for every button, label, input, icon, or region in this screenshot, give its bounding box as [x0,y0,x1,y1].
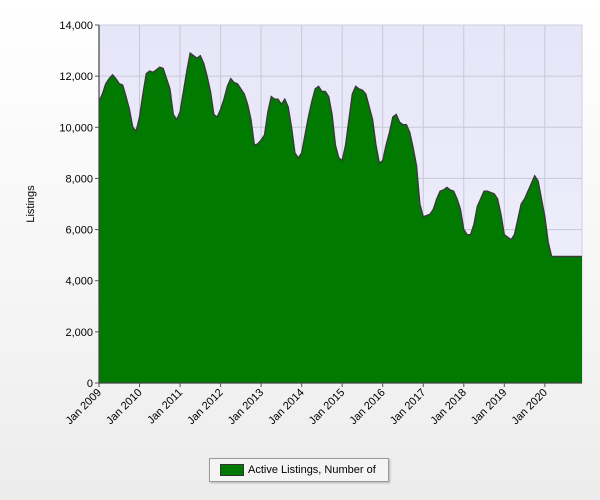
area-series-active-listings [99,53,582,383]
legend-label: Active Listings, Number of [248,464,376,476]
y-tick-label: 10,000 [59,122,93,134]
x-tick-label: Jan 2018 [428,387,468,427]
y-tick-label: 8,000 [65,173,93,185]
y-tick-label: 12,000 [59,71,93,83]
x-tick-label: Jan 2016 [347,387,387,427]
y-tick-label: 0 [87,378,93,390]
x-tick-label: Jan 2009 [64,387,104,427]
x-tick-label: Jan 2011 [145,387,185,427]
x-tick-label: Jan 2013 [226,387,266,427]
x-tick-label: Jan 2012 [185,387,225,427]
y-tick-label: 6,000 [65,225,93,237]
x-tick-label: Jan 2015 [307,387,347,427]
y-axis-title: Listings [25,185,37,223]
y-tick-label: 2,000 [65,327,93,339]
series-line-active-listings [98,51,582,258]
x-tick-label: Jan 2014 [266,387,306,427]
x-tick-label: Jan 2019 [469,387,509,427]
y-axis-ticks: 0 2,000 4,000 6,000 8,000 10,000 12,000 14,000 [59,20,99,390]
legend: Active Listings, Number of [209,458,389,482]
x-tick-label: Jan 2017 [388,387,428,427]
x-tick-label: Jan 2010 [104,387,144,427]
x-tick-label: Jan 2020 [509,387,549,427]
legend-swatch [220,464,244,476]
axes [98,25,582,384]
x-axis-ticks: Jan 2009 Jan 2010 Jan 2011 Jan 2012 Jan 2013… [64,383,550,427]
y-tick-label: 14,000 [59,20,93,32]
y-tick-label: 4,000 [65,276,93,288]
